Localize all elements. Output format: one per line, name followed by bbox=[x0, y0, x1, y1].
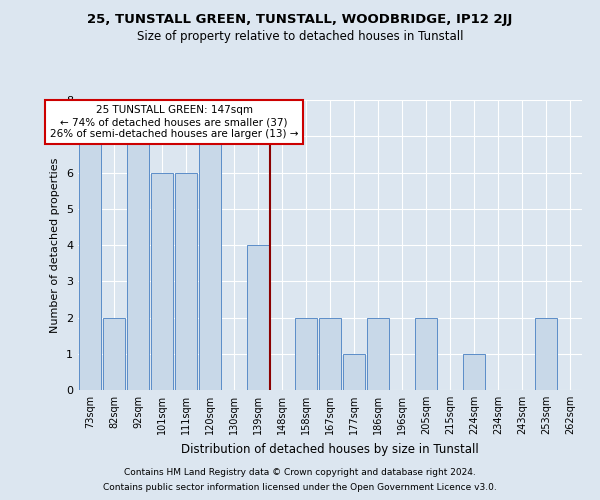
Bar bbox=[199, 136, 221, 390]
Bar bbox=[415, 318, 437, 390]
Text: 25 TUNSTALL GREEN: 147sqm
← 74% of detached houses are smaller (37)
26% of semi-: 25 TUNSTALL GREEN: 147sqm ← 74% of detac… bbox=[50, 106, 298, 138]
Bar bbox=[175, 172, 197, 390]
Bar bbox=[247, 245, 269, 390]
Bar bbox=[127, 136, 149, 390]
Bar bbox=[79, 136, 101, 390]
Text: Contains HM Land Registry data © Crown copyright and database right 2024.: Contains HM Land Registry data © Crown c… bbox=[124, 468, 476, 477]
Bar bbox=[343, 354, 365, 390]
Bar bbox=[463, 354, 485, 390]
Bar bbox=[319, 318, 341, 390]
Text: 25, TUNSTALL GREEN, TUNSTALL, WOODBRIDGE, IP12 2JJ: 25, TUNSTALL GREEN, TUNSTALL, WOODBRIDGE… bbox=[88, 12, 512, 26]
Bar bbox=[151, 172, 173, 390]
Bar bbox=[103, 318, 125, 390]
Bar bbox=[367, 318, 389, 390]
X-axis label: Distribution of detached houses by size in Tunstall: Distribution of detached houses by size … bbox=[181, 442, 479, 456]
Text: Size of property relative to detached houses in Tunstall: Size of property relative to detached ho… bbox=[137, 30, 463, 43]
Bar bbox=[295, 318, 317, 390]
Y-axis label: Number of detached properties: Number of detached properties bbox=[50, 158, 61, 332]
Text: Contains public sector information licensed under the Open Government Licence v3: Contains public sector information licen… bbox=[103, 483, 497, 492]
Bar bbox=[535, 318, 557, 390]
